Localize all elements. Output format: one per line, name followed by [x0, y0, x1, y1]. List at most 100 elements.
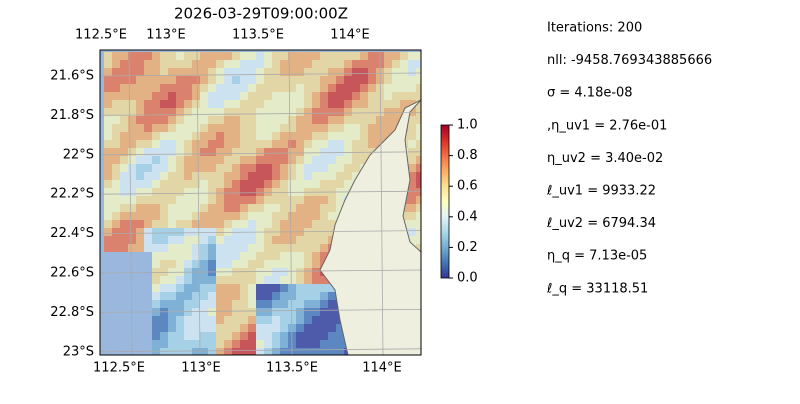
field-cell — [280, 76, 288, 84]
field-cell — [280, 68, 288, 76]
field-cell — [408, 84, 416, 92]
field-cell — [264, 108, 272, 116]
field-cell — [288, 284, 296, 292]
field-cell — [280, 308, 288, 316]
field-cell — [160, 100, 168, 108]
field-cell — [320, 180, 328, 188]
field-cell — [328, 316, 336, 324]
field-cell — [216, 348, 224, 355]
field-cell — [288, 172, 296, 180]
field-cell — [280, 236, 288, 244]
field-cell — [240, 300, 248, 308]
field-cell — [272, 148, 280, 156]
field-cell — [352, 124, 360, 132]
colorbar-tick-label: 0.4 — [457, 209, 478, 224]
field-cell — [200, 60, 208, 68]
field-cell — [416, 196, 421, 204]
field-cell — [176, 108, 184, 116]
field-cell — [224, 172, 232, 180]
field-cell — [240, 340, 248, 348]
field-cell — [176, 92, 184, 100]
field-cell — [312, 52, 320, 60]
field-cell — [280, 196, 288, 204]
field-cell — [416, 140, 421, 148]
field-cell — [160, 172, 168, 180]
field-cell — [352, 148, 360, 156]
field-cell — [248, 108, 256, 116]
field-cell — [264, 244, 272, 252]
field-cell — [280, 60, 288, 68]
field-cell — [248, 100, 256, 108]
field-cell — [264, 92, 272, 100]
field-cell — [352, 60, 360, 68]
field-cell — [168, 124, 176, 132]
field-cell — [192, 284, 200, 292]
field-cell — [408, 156, 416, 164]
field-cell — [296, 76, 304, 84]
field-cell — [152, 76, 160, 84]
field-cell — [376, 108, 384, 116]
field-cell — [112, 132, 120, 140]
field-cell — [248, 52, 256, 60]
field-cell — [224, 292, 232, 300]
field-cell — [304, 100, 312, 108]
y-tick-label: 21.6°S — [50, 69, 94, 84]
field-cell — [208, 220, 216, 228]
field-cell — [192, 196, 200, 204]
field-cell — [216, 68, 224, 76]
field-cell — [208, 324, 216, 332]
field-cell — [152, 196, 160, 204]
field-cell — [192, 180, 200, 188]
field-cell — [256, 60, 264, 68]
info-line: Iterations: 200 — [547, 21, 642, 36]
field-cell — [200, 164, 208, 172]
field-cell — [112, 228, 120, 236]
field-cell — [256, 316, 264, 324]
field-cell — [120, 108, 128, 116]
field-cell — [176, 100, 184, 108]
field-cell — [240, 308, 248, 316]
field-cell — [328, 148, 336, 156]
field-cell — [272, 84, 280, 92]
field-cell — [224, 124, 232, 132]
field-cell — [312, 84, 320, 92]
field-cell — [288, 124, 296, 132]
field-cell — [304, 324, 312, 332]
field-cell — [328, 220, 336, 228]
field-cell — [104, 172, 112, 180]
field-cell — [400, 52, 408, 60]
field-cell — [232, 316, 240, 324]
field-cell — [304, 92, 312, 100]
field-cell — [240, 180, 248, 188]
field-cell — [120, 188, 128, 196]
field-cell — [136, 108, 144, 116]
field-cell — [208, 140, 216, 148]
field-cell — [328, 348, 336, 355]
field-cell — [224, 300, 232, 308]
field-cell — [336, 172, 344, 180]
field-cell — [248, 172, 256, 180]
field-cell — [104, 180, 112, 188]
field-cell — [120, 76, 128, 84]
field-cell — [264, 140, 272, 148]
field-cell — [272, 188, 280, 196]
field-cell — [152, 84, 160, 92]
field-cell — [248, 316, 256, 324]
field-cell — [160, 324, 168, 332]
field-cell — [240, 92, 248, 100]
field-cell — [160, 212, 168, 220]
field-cell — [272, 92, 280, 100]
field-cell — [304, 196, 312, 204]
field-cell — [184, 196, 192, 204]
field-cell — [224, 228, 232, 236]
field-cell — [272, 244, 280, 252]
field-cell — [128, 244, 136, 252]
field-cell — [216, 100, 224, 108]
field-cell — [416, 132, 421, 140]
info-line: ℓ_uv2 = 6794.34 — [546, 216, 656, 231]
field-cell — [264, 180, 272, 188]
field-cell — [344, 148, 352, 156]
field-cell — [224, 324, 232, 332]
field-cell — [376, 132, 384, 140]
field-cell — [128, 84, 136, 92]
